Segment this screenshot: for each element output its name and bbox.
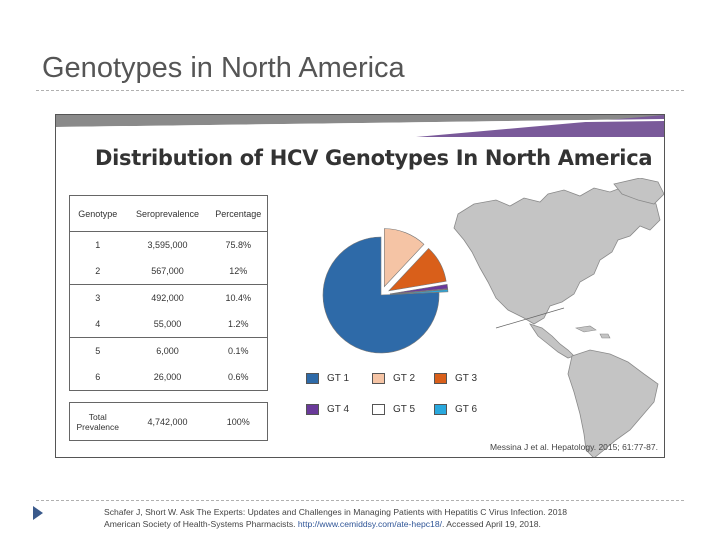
footnote-line-2: American Society of Health-Systems Pharm… [104, 518, 567, 530]
pie-slice-gt-1 [322, 236, 440, 354]
table-row: 6 26,000 0.6% [69, 364, 268, 391]
legend-label: GT 3 [455, 373, 478, 384]
map-pointer-line [495, 307, 565, 329]
table-row: 1 3,595,000 75.8% [69, 231, 268, 258]
americas-map [453, 178, 664, 457]
genotype-cell: 6 [95, 372, 101, 382]
percentage-cell: 1.2% [227, 319, 249, 329]
percentage-cell: 0.1% [227, 346, 249, 356]
figure-banner [56, 115, 664, 137]
genotype-cell: 5 [95, 346, 101, 356]
footnote-accessed: . Accessed April 19, 2018. [442, 519, 541, 529]
header-seroprevalence: Seroprevalence [135, 208, 200, 219]
legend-item-gt-3: GT 3 [434, 373, 477, 384]
legend-swatch [306, 373, 319, 384]
legend-item-gt-5: GT 5 [372, 404, 415, 415]
legend-swatch [306, 404, 319, 415]
legend-item-gt-4: GT 4 [306, 404, 349, 415]
bullet-triangle-icon [33, 506, 43, 520]
footnote-line-1: Schafer J, Short W. Ask The Experts: Upd… [104, 507, 568, 517]
genotype-pie-chart [322, 228, 449, 354]
legend-label: GT 5 [393, 404, 416, 415]
seroprevalence-cell: 55,000 [153, 319, 182, 329]
footer-divider [36, 500, 684, 501]
footnote: Schafer J, Short W. Ask The Experts: Upd… [104, 506, 567, 530]
pie-slice-gt-4 [389, 284, 449, 295]
percentage-cell: 0.6% [227, 372, 249, 382]
pie-slice-gt-3 [388, 248, 447, 292]
seroprevalence-cell: 567,000 [151, 266, 184, 276]
genotype-cell: 1 [95, 240, 101, 250]
legend-label: GT 6 [455, 404, 478, 415]
central-america-shape [529, 323, 575, 359]
slide-title: Genotypes in North America [42, 52, 405, 84]
percentage-cell: 12% [229, 266, 248, 276]
legend-swatch [372, 373, 385, 384]
footnote-link[interactable]: http://www.cemiddsy.com/ate-hepc18/ [297, 519, 442, 529]
legend-swatch [434, 404, 447, 415]
table-row: 2 567,000 12% [69, 258, 268, 285]
seroprevalence-cell: 6,000 [156, 346, 179, 356]
title-divider [36, 90, 684, 91]
pie-slice-gt-2 [384, 228, 425, 288]
total-label: Total Prevalence [76, 411, 120, 432]
south-america-shape [567, 349, 659, 457]
legend-item-gt-2: GT 2 [372, 373, 415, 384]
header-genotype: Genotype [78, 208, 118, 219]
caribbean-shape [575, 325, 611, 339]
seroprevalence-cell: 492,000 [151, 293, 184, 303]
legend-item-gt-1: GT 1 [306, 373, 349, 384]
figure-citation: Messina J et al. Hepatology. 2015; 61:77… [489, 442, 658, 452]
legend-swatch [434, 373, 447, 384]
seroprevalence-cell: 26,000 [153, 372, 182, 382]
footnote-publisher: American Society of Health-Systems Pharm… [104, 519, 296, 529]
table-header-row: Genotype Seroprevalence Percentage [69, 195, 268, 232]
table-row: 5 6,000 0.1% [69, 337, 268, 364]
greenland-shape [613, 178, 664, 205]
total-percentage: 100% [226, 416, 250, 427]
legend-item-gt-6: GT 6 [434, 404, 477, 415]
genotype-cell: 3 [95, 293, 101, 303]
table-body: 1 3,595,000 75.8% 2 567,000 12% 3 492,000 10.4% 4… [69, 231, 268, 391]
genotype-cell: 4 [95, 319, 101, 329]
legend-label: GT 1 [327, 373, 350, 384]
header-percentage: Percentage [215, 208, 262, 219]
percentage-cell: 75.8% [225, 240, 252, 250]
genotype-table: Genotype Seroprevalence Percentage 1 3,59… [69, 195, 268, 441]
legend-swatch [372, 404, 385, 415]
table-total-row: Total Prevalence 4,742,000 100% [69, 402, 268, 441]
legend-label: GT 2 [393, 373, 416, 384]
total-seroprevalence: 4,742,000 [147, 416, 188, 427]
figure-title: Distribution of HCV Genotypes In North A… [95, 146, 653, 170]
table-row: 3 492,000 10.4% [69, 284, 268, 311]
seroprevalence-cell: 3,595,000 [147, 240, 188, 250]
pie-slice-gt-6 [389, 289, 449, 295]
percentage-cell: 10.4% [225, 293, 252, 303]
genotype-cell: 2 [95, 266, 101, 276]
north-america-shape [453, 185, 661, 325]
table-row: 4 55,000 1.2% [69, 311, 268, 338]
hcv-figure: Distribution of HCV Genotypes In North A… [55, 114, 665, 458]
banner-gray-band [56, 115, 664, 127]
legend-label: GT 4 [327, 404, 350, 415]
